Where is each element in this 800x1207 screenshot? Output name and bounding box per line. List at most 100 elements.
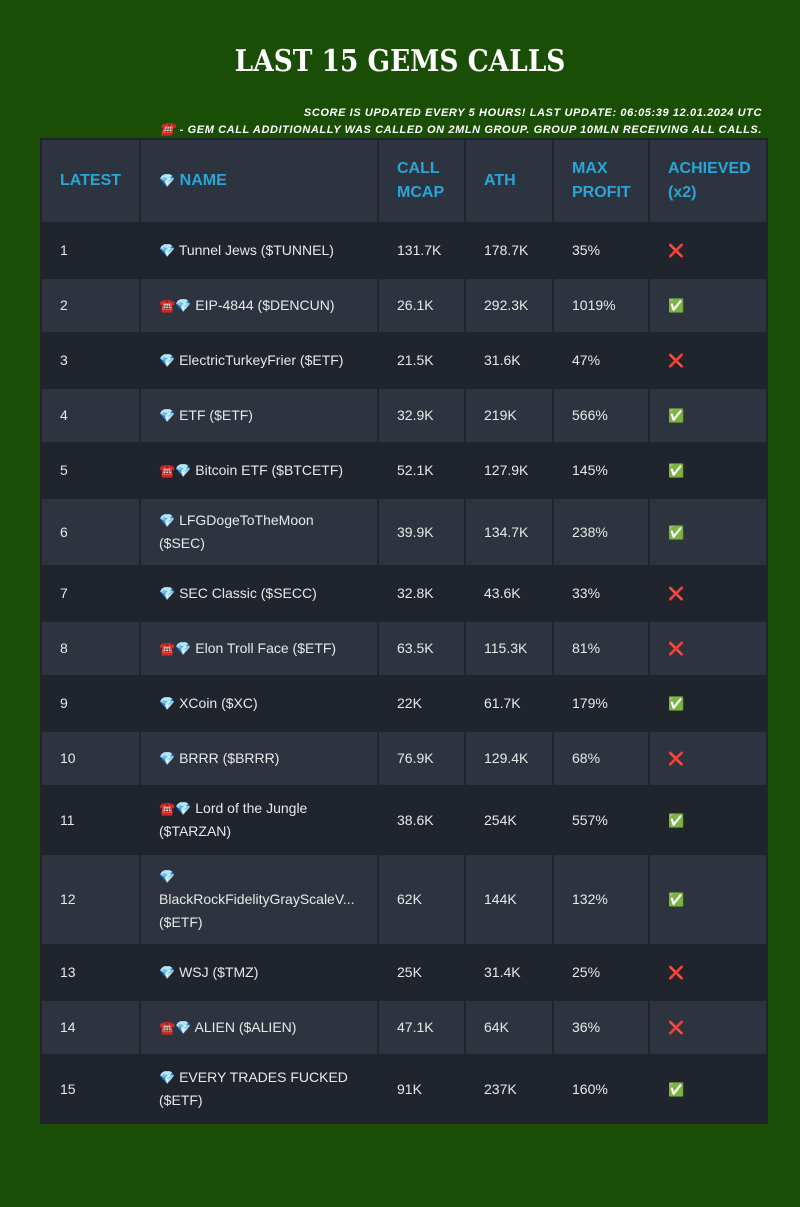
cell-latest: 12 (42, 855, 139, 944)
cell-latest: 11 (42, 787, 139, 853)
phone-icon: ☎️ (159, 121, 177, 136)
cell-max-profit: 33% (554, 567, 648, 620)
table-row: 12 💎 BlackRockFidelityGrayScaleV... ($ETF… (42, 855, 766, 944)
cell-ath: 134.7K (466, 499, 552, 565)
table-row: 14 ☎️💎 ALIEN ($ALIEN) 47.1K 64K 36% ❌ (42, 1001, 766, 1054)
gem-icon: 💎 (159, 408, 176, 423)
gem-icon: 💎 (175, 641, 192, 656)
cell-call-mcap: 63.5K (379, 622, 464, 675)
cell-achieved: ❌ (650, 334, 766, 387)
notes: SCORE IS UPDATED EVERY 5 HOURS! LAST UPD… (0, 106, 800, 138)
header-ath[interactable]: ATH (466, 140, 552, 222)
cell-ath: 129.4K (466, 732, 552, 785)
table-row: 5 ☎️💎 Bitcoin ETF ($BTCETF) 52.1K 127.9K 145… (42, 444, 766, 497)
cell-ath: 178.7K (466, 224, 552, 277)
cell-name: 💎 XCoin ($XC) (141, 677, 377, 730)
table-row: 1 💎 Tunnel Jews ($TUNNEL) 131.7K 178.7K 35% ❌ (42, 224, 766, 277)
gem-icon: 💎 (159, 869, 176, 884)
table-row: 11 ☎️💎 Lord of the Jungle ($TARZAN) 38.6K 2… (42, 787, 766, 853)
cell-latest: 6 (42, 499, 139, 565)
cell-ath: 144K (466, 855, 552, 944)
cell-latest: 4 (42, 389, 139, 442)
token-name: BRRR ($BRRR) (179, 750, 280, 766)
gem-icon: 💎 (175, 463, 192, 478)
cell-max-profit: 557% (554, 787, 648, 853)
cell-max-profit: 238% (554, 499, 648, 565)
cell-max-profit: 81% (554, 622, 648, 675)
token-name: WSJ ($TMZ) (179, 964, 259, 980)
token-name: Elon Troll Face ($ETF) (195, 640, 337, 656)
gem-icon: 💎 (175, 801, 192, 816)
cell-call-mcap: 21.5K (379, 334, 464, 387)
cell-name: 💎 BlackRockFidelityGrayScaleV... ($ETF) (141, 855, 377, 944)
cell-call-mcap: 91K (379, 1056, 464, 1122)
table-row: 3 💎 ElectricTurkeyFrier ($ETF) 21.5K 31.6K 4… (42, 334, 766, 387)
phone-icon: ☎️ (159, 641, 176, 656)
cell-ath: 219K (466, 389, 552, 442)
check-icon: ✅ (668, 298, 685, 313)
gems-table-container: LATEST 💎 NAME CALL MCAP ATH MAX PROFIT A… (40, 138, 768, 1124)
gem-icon: 💎 (159, 696, 176, 711)
check-icon: ✅ (668, 408, 685, 423)
cell-name: 💎 LFGDogeToTheMoon ($SEC) (141, 499, 377, 565)
cell-latest: 1 (42, 224, 139, 277)
cell-call-mcap: 47.1K (379, 1001, 464, 1054)
cell-name: ☎️💎 EIP-4844 ($DENCUN) (141, 279, 377, 332)
header-max-profit[interactable]: MAX PROFIT (554, 140, 648, 222)
cell-achieved: ✅ (650, 444, 766, 497)
cell-achieved: ❌ (650, 567, 766, 620)
cell-latest: 9 (42, 677, 139, 730)
check-icon: ✅ (668, 1081, 685, 1097)
header-name[interactable]: 💎 NAME (141, 140, 377, 222)
token-name: BlackRockFidelityGrayScaleV... ($ETF) (159, 891, 355, 930)
cell-ath: 237K (466, 1056, 552, 1122)
cell-achieved: ✅ (650, 787, 766, 853)
cell-max-profit: 25% (554, 946, 648, 999)
cell-achieved: ❌ (650, 732, 766, 785)
token-name: ALIEN ($ALIEN) (194, 1019, 297, 1035)
cell-achieved: ✅ (650, 499, 766, 565)
table-row: 13 💎 WSJ ($TMZ) 25K 31.4K 25% ❌ (42, 946, 766, 999)
cell-name: 💎 ElectricTurkeyFrier ($ETF) (141, 334, 377, 387)
cell-achieved: ❌ (650, 1001, 766, 1054)
cell-achieved: ❌ (650, 224, 766, 277)
header-call-mcap[interactable]: CALL MCAP (379, 140, 464, 222)
cell-ath: 31.6K (466, 334, 552, 387)
table-row: 6 💎 LFGDogeToTheMoon ($SEC) 39.9K 134.7K 238… (42, 499, 766, 565)
gem-icon: 💎 (159, 173, 176, 188)
gem-icon: 💎 (159, 751, 176, 766)
header-achieved[interactable]: ACHIEVED (x2) (650, 140, 766, 222)
cell-latest: 13 (42, 946, 139, 999)
header-latest[interactable]: LATEST (42, 140, 139, 222)
cell-max-profit: 68% (554, 732, 648, 785)
phone-icon: ☎️ (159, 298, 176, 313)
gem-icon: 💎 (159, 513, 176, 528)
gem-icon: 💎 (175, 298, 192, 313)
cross-icon: ❌ (668, 1020, 685, 1035)
cell-call-mcap: 131.7K (379, 224, 464, 277)
cell-latest: 7 (42, 567, 139, 620)
cell-latest: 10 (42, 732, 139, 785)
token-name: EIP-4844 ($DENCUN) (195, 297, 335, 313)
cell-ath: 61.7K (466, 677, 552, 730)
cell-achieved: ✅ (650, 677, 766, 730)
cell-call-mcap: 38.6K (379, 787, 464, 853)
cell-max-profit: 160% (554, 1056, 648, 1122)
token-name: Tunnel Jews ($TUNNEL) (178, 242, 334, 258)
header-row: LATEST 💎 NAME CALL MCAP ATH MAX PROFIT A… (42, 140, 766, 222)
token-name: ETF ($ETF) (179, 407, 253, 423)
cell-call-mcap: 76.9K (379, 732, 464, 785)
check-icon: ✅ (668, 524, 685, 540)
gem-icon: 💎 (175, 1020, 192, 1035)
cell-name: ☎️💎 ALIEN ($ALIEN) (141, 1001, 377, 1054)
token-name: EVERY TRADES FUCKED ($ETF) (159, 1069, 348, 1108)
check-icon: ✅ (668, 812, 685, 828)
cell-call-mcap: 39.9K (379, 499, 464, 565)
cross-icon: ❌ (668, 353, 685, 368)
phone-icon: ☎️ (159, 801, 176, 816)
cell-max-profit: 179% (554, 677, 648, 730)
cell-achieved: ❌ (650, 946, 766, 999)
check-icon: ✅ (668, 892, 685, 907)
cell-max-profit: 1019% (554, 279, 648, 332)
cell-call-mcap: 25K (379, 946, 464, 999)
